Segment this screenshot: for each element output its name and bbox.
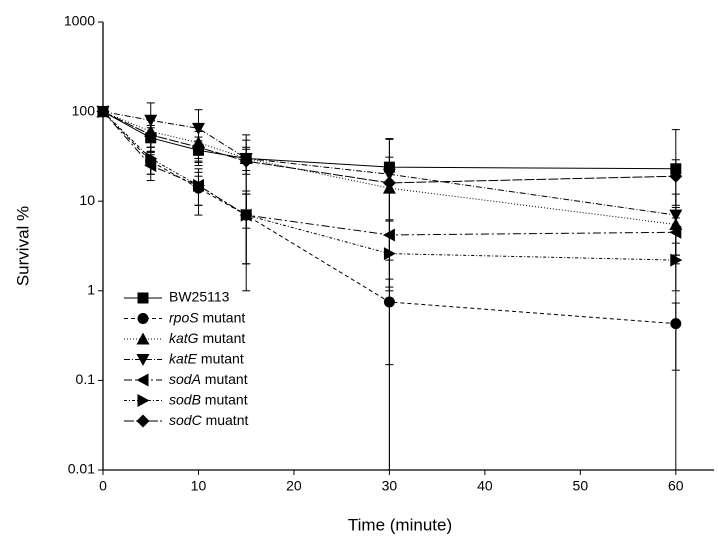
data-point [669,209,683,222]
data-point [670,253,683,267]
series-line [102,111,676,216]
series-line [102,111,676,325]
legend-marker [137,292,149,304]
x-tick-label: 30 [382,478,398,494]
x-tick-label: 40 [477,478,493,494]
error-bar [671,242,680,292]
data-point [191,140,205,154]
data-point [145,151,158,165]
data-point [670,318,682,330]
error-bar [194,168,203,216]
x-tick-label: 60 [668,478,684,494]
error-bar [671,302,680,371]
series-line [102,111,676,225]
data-point [192,178,205,192]
legend-marker [136,354,150,366]
y-tick-label: 100 [72,102,96,118]
x-tick-label: 10 [191,478,207,494]
data-point [382,176,396,190]
data-point [239,154,253,168]
series-line [102,111,676,184]
legend-label: rpoS mutant [169,309,245,325]
legend-marker [136,373,149,387]
data-point [96,105,110,119]
legend-label: sodB mutant [169,391,248,407]
y-axis-label: Survival % [13,206,32,286]
legend-marker [136,414,150,428]
legend-marker [137,313,149,324]
legend-marker [136,332,150,345]
x-tick-label: 20 [286,478,302,494]
legend-label: sodA mutant [169,371,248,387]
y-tick-label: 0.1 [76,371,96,387]
data-point [669,225,682,239]
y-tick-label: 0.01 [68,461,95,477]
error-bar [242,139,251,211]
legend-marker [137,394,150,407]
x-tick-label: 0 [99,478,107,494]
legend-label: katG mutant [169,330,245,346]
y-tick-label: 10 [79,192,95,208]
data-point [240,208,253,222]
legend-label: BW25113 [169,289,230,305]
legend-label: katE mutant [169,350,244,366]
data-point [144,114,158,127]
series-line [102,111,676,261]
x-axis-label: Time (minute) [348,515,452,534]
data-point [669,169,683,183]
legend-label: sodC muatnt [169,412,248,428]
data-point [191,122,205,135]
y-tick-label: 1000 [64,13,95,29]
data-point [144,128,158,142]
x-tick-label: 50 [573,478,589,494]
y-tick-label: 1 [87,282,95,298]
